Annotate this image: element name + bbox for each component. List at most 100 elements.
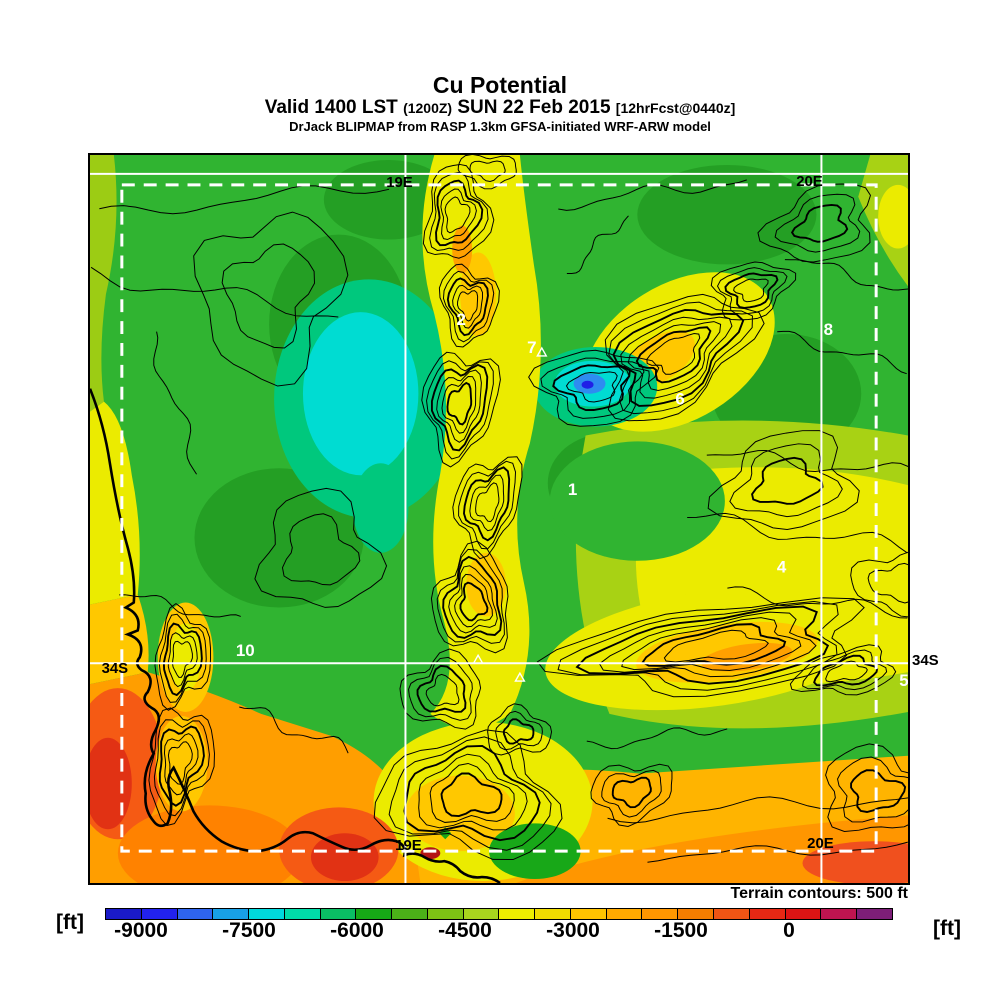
colorbar-segment <box>249 909 285 919</box>
contour-ring <box>850 769 907 813</box>
contour-ring <box>552 364 631 412</box>
colorbar-tick-label: -4500 <box>438 919 492 942</box>
contour-ring <box>837 756 908 823</box>
contour-ring <box>850 551 908 618</box>
contour-ring <box>430 540 509 654</box>
contour-ring <box>153 719 210 817</box>
contour-ring <box>663 629 769 663</box>
contour-ring <box>457 290 479 322</box>
colorbar-segment <box>749 909 786 919</box>
contour-ring <box>399 648 482 730</box>
contour-ring <box>167 741 193 785</box>
contour-ring <box>193 211 349 387</box>
model-line: DrJack BLIPMAP from RASP 1.3km GFSA-init… <box>289 119 711 134</box>
site-number-label: 7 <box>527 338 536 357</box>
site-number-label: 8 <box>824 320 833 339</box>
colorbar-unit-left: [ft] <box>56 911 84 934</box>
site-number-label: 10 <box>236 641 255 660</box>
contour-ring <box>373 729 563 861</box>
contour-line <box>586 727 728 750</box>
map-labels: 19E 20E 19E 20E 34S 2 7 8 6 1 4 10 5 <box>102 173 908 854</box>
lat-lon-gridlines <box>90 155 908 883</box>
colorbar-tick-label: -7500 <box>222 919 276 942</box>
contour-ring <box>635 326 712 384</box>
contour-ring <box>790 203 849 243</box>
contour-ring <box>281 513 361 586</box>
valid-utc: (1200Z) <box>403 100 453 116</box>
contour-ring <box>388 736 552 851</box>
grid-label: 19E <box>386 174 413 191</box>
contour-line <box>119 594 241 618</box>
contour-ring <box>729 443 843 518</box>
colorbar-segment <box>821 909 858 919</box>
contour-ring <box>425 673 460 707</box>
page-title: Cu Potential <box>432 72 568 98</box>
contour-line <box>777 330 907 375</box>
contour-ring <box>495 710 543 751</box>
site-triangle-marker <box>514 671 526 682</box>
contour-ring <box>707 430 860 531</box>
colorbar-segment <box>678 909 715 919</box>
colorbar-segment <box>463 909 500 919</box>
contour-ring <box>611 776 652 809</box>
contour-ring <box>641 623 787 667</box>
contour-ring <box>430 363 489 452</box>
site-number-label: 1 <box>568 480 577 499</box>
contour-ring <box>590 763 673 828</box>
contour-ring <box>646 333 701 375</box>
contour-line <box>90 266 339 318</box>
contour-ring <box>457 155 517 190</box>
contour-ring <box>421 351 501 468</box>
contour-ring <box>435 179 484 247</box>
contour-ring <box>867 562 908 604</box>
contour-ring <box>604 293 765 422</box>
contour-ring <box>601 769 662 818</box>
contour-ring <box>444 196 471 234</box>
contour-ring <box>475 482 500 523</box>
colorbar-segment <box>141 909 178 919</box>
valid-date: SUN 22 Feb 2015 <box>457 97 611 118</box>
contour-ring <box>408 656 473 721</box>
contour-ring <box>221 243 316 349</box>
contour-ring <box>540 357 645 419</box>
contour-line <box>784 259 908 291</box>
colorbar-segment <box>392 909 428 919</box>
colorbar <box>105 908 893 920</box>
contour-line <box>153 331 197 475</box>
contour-ring <box>502 718 535 745</box>
contour-ring <box>620 316 733 399</box>
colorbar-tick-label: 0 <box>783 919 795 942</box>
contour-line <box>687 512 908 554</box>
contour-line <box>647 841 908 863</box>
contour-ring <box>536 597 865 698</box>
contour-ring <box>710 261 797 321</box>
contour-ring <box>802 649 888 691</box>
contour-ring <box>442 555 503 639</box>
grid-label: 20E <box>796 173 823 190</box>
contour-ring <box>154 603 212 711</box>
site-triangle-marker <box>472 653 484 664</box>
grid-label: 34S <box>102 660 129 677</box>
forecast-tag: [12hrFcst@0440z] <box>615 100 736 116</box>
contour-ring <box>459 581 489 622</box>
contour-line <box>239 706 349 754</box>
contour-ring <box>825 743 908 832</box>
grid-label: 20E <box>807 835 834 852</box>
valid-time-line: Valid 1400 LST (1200Z) SUN 22 Feb 2015 [… <box>0 97 1000 119</box>
site-number-label: 6 <box>675 390 684 409</box>
colorbar-segment <box>570 909 607 919</box>
contour-ring <box>487 703 553 756</box>
contour-ring <box>416 664 467 713</box>
lat-label-right: 34S <box>912 652 939 669</box>
contour-ring <box>436 548 505 644</box>
valid-prefix: Valid 1400 LST <box>264 97 398 118</box>
contour-line <box>607 796 908 824</box>
contour-ring <box>148 707 215 827</box>
site-number-label: 4 <box>777 558 787 577</box>
contour-ring <box>612 308 745 407</box>
contour-ring <box>422 163 495 259</box>
contour-ring <box>418 753 528 831</box>
contour-ring <box>716 267 788 315</box>
contour-ring <box>751 456 824 505</box>
